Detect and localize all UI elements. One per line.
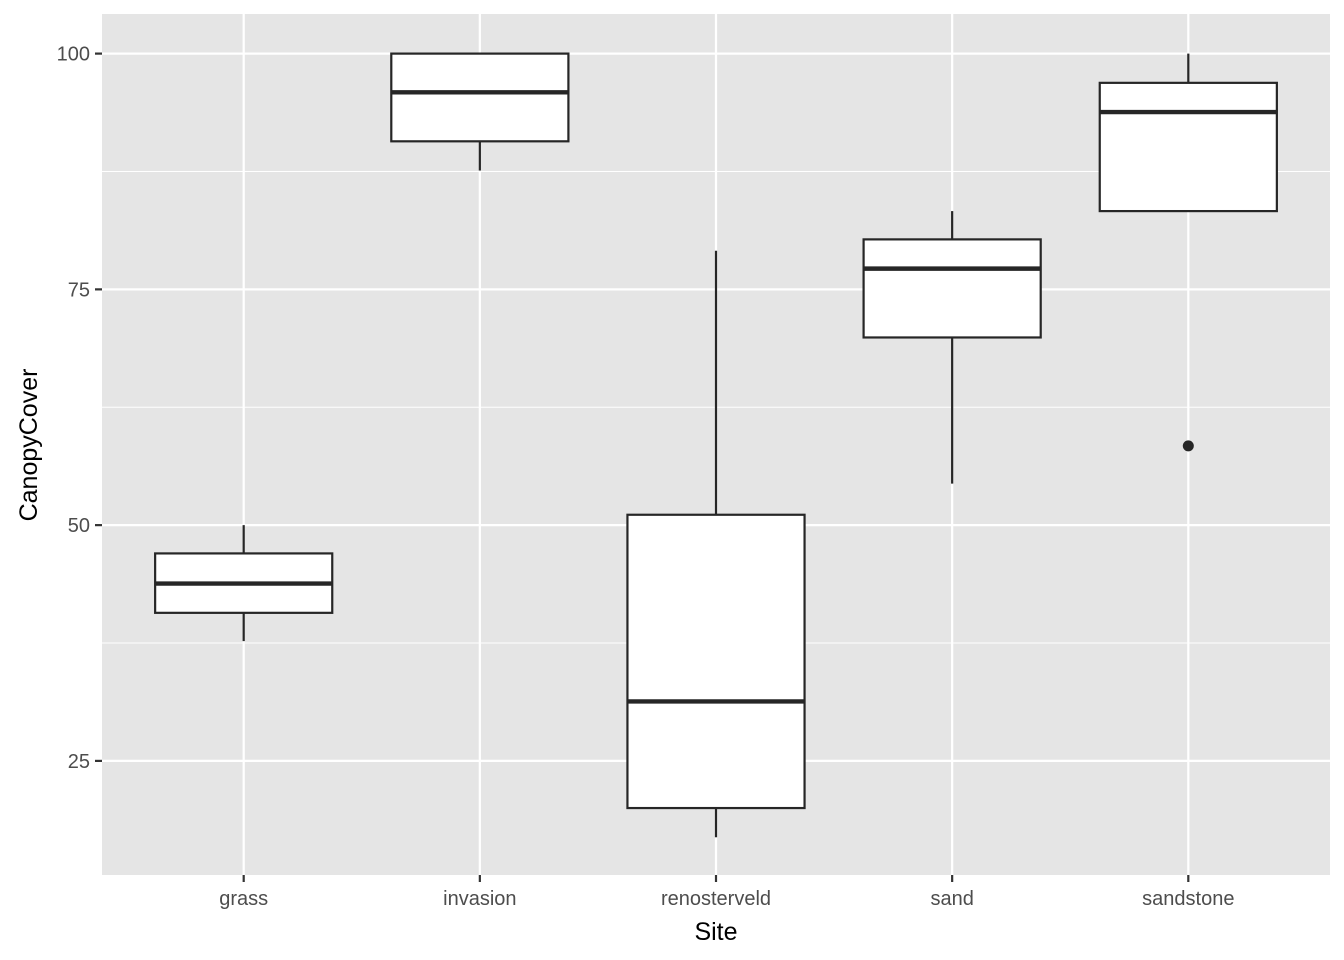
iqr-box <box>626 513 806 810</box>
y-tick-label: 100 <box>57 44 90 66</box>
x-tick-label: sandstone <box>1142 888 1234 910</box>
box-sand <box>862 211 1042 484</box>
x-tick-label: grass <box>219 888 268 910</box>
box-grass <box>154 525 334 642</box>
iqr-box <box>862 238 1042 339</box>
box-sandstone <box>1098 53 1278 452</box>
y-tick-label: 50 <box>68 515 90 537</box>
x-axis: grass invasion renosterveld sand sandstone <box>219 875 1234 910</box>
iqr-box <box>390 52 570 143</box>
box-renosterveld <box>626 250 806 838</box>
outlier-point <box>1182 440 1194 452</box>
x-tick-label: renosterveld <box>661 888 771 910</box>
y-tick-label: 25 <box>68 751 90 773</box>
y-axis-title: CanopyCover <box>15 369 43 522</box>
x-tick-label: invasion <box>443 888 516 910</box>
box-invasion <box>390 52 570 171</box>
x-tick-label: sand <box>930 888 973 910</box>
y-tick-label: 75 <box>68 279 90 301</box>
x-axis-title: Site <box>694 918 737 946</box>
y-axis: 25 50 75 100 <box>57 44 102 773</box>
iqr-box <box>1098 81 1278 213</box>
boxes-layer <box>154 52 1278 838</box>
